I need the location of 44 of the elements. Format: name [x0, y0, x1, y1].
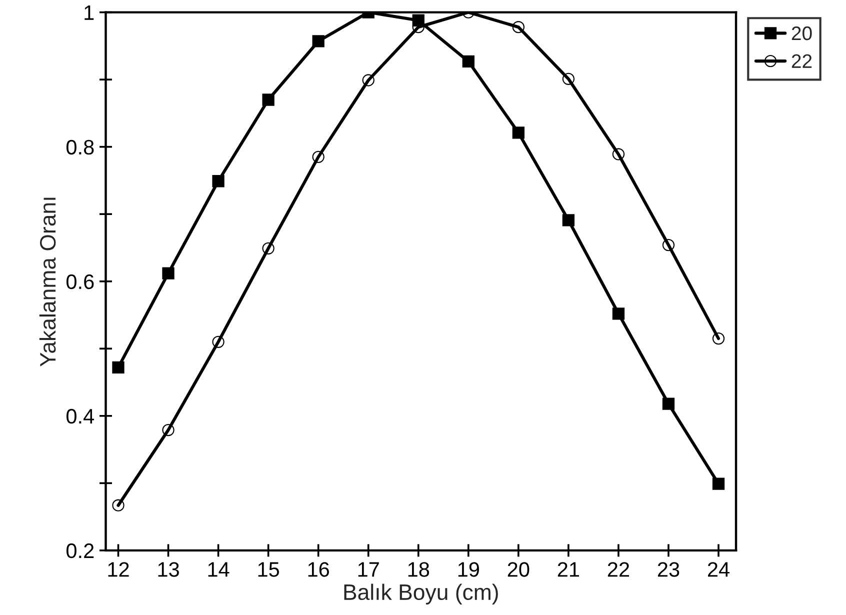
point: [562, 214, 575, 226]
point: [712, 332, 725, 345]
point: [162, 424, 174, 436]
point: [312, 150, 324, 163]
y-axis-title: Yakalanma Oranı: [39, 198, 56, 367]
x-tick-label: 23: [658, 562, 680, 577]
point: [362, 74, 374, 86]
point: [612, 308, 625, 320]
point: [162, 267, 174, 280]
legend-label: 20: [792, 26, 812, 40]
x-tick-label: 15: [258, 562, 280, 577]
point: [612, 148, 625, 160]
point: [712, 478, 725, 490]
x-tick-label: 17: [358, 562, 379, 577]
point: [462, 55, 474, 68]
y-tick-label: 0.6: [66, 274, 94, 290]
point: [512, 126, 524, 139]
y-tick-label: 1: [84, 6, 94, 20]
x-tick-label: 22: [608, 562, 630, 577]
point: [262, 242, 274, 254]
point: [262, 94, 274, 106]
point: [512, 21, 524, 34]
y-tick-label: 0.2: [66, 543, 94, 558]
x-tick-label: 16: [308, 562, 330, 577]
point: [562, 72, 575, 85]
x-tick-label: 14: [208, 562, 230, 577]
x-tick-label: 20: [508, 562, 530, 577]
y-tick-label: 0.4: [66, 408, 94, 424]
x-axis-title: Balık Boyu (cm): [344, 584, 498, 604]
point: [312, 35, 324, 48]
y-tick-label: 0.8: [66, 140, 94, 155]
x-tick-label: 24: [708, 562, 730, 577]
x-tick-label: 21: [558, 562, 580, 577]
x-tick-label: 19: [458, 562, 480, 577]
point: [112, 361, 124, 374]
point: [112, 499, 124, 512]
point: [212, 336, 224, 348]
x-tick-label: 18: [408, 562, 430, 577]
x-tick-label: 13: [158, 562, 179, 577]
legend-label: 22: [792, 54, 812, 68]
point: [212, 175, 224, 188]
point: [662, 398, 675, 410]
point: [662, 238, 675, 252]
x-tick-label: 12: [108, 562, 129, 577]
